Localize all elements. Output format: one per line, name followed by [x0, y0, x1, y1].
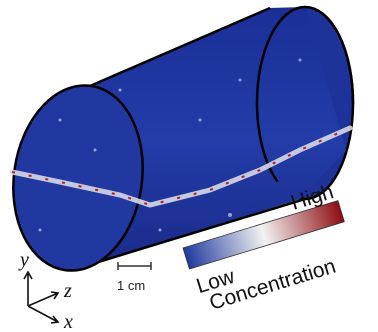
scale-bar-label: 1 cm — [117, 278, 145, 293]
axis-triad — [24, 272, 58, 323]
scale-bar: 1 cm — [117, 262, 151, 293]
cylinder — [2, 7, 353, 279]
figure: Low High Concentration 1 cm y z x — [0, 0, 378, 332]
axis-z-label: z — [63, 280, 72, 302]
axis-x-label: x — [63, 311, 73, 332]
axis-y-label: y — [18, 249, 29, 271]
